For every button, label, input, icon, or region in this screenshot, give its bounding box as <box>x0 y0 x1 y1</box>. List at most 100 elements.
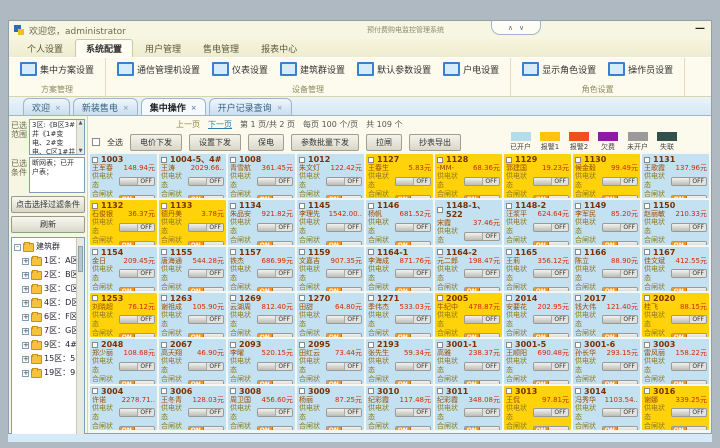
tree-item[interactable]: + 19区：9#变电站（ <box>14 366 84 380</box>
menu-item[interactable]: 个人设置 <box>27 45 64 55</box>
ribbon-button[interactable]: 通信管理机设置 <box>114 61 203 77</box>
document-tab[interactable]: 欢迎 × <box>23 98 70 115</box>
supply-toggle[interactable]: OFF <box>394 408 431 418</box>
close-icon[interactable]: × <box>276 103 283 112</box>
tree-item[interactable]: + 3区：C区2#井（1# <box>14 282 84 296</box>
supply-toggle[interactable]: OFF <box>187 176 224 186</box>
listbox-scrollbar[interactable]: ▲ ▼ <box>76 120 84 154</box>
supply-toggle[interactable]: OFF <box>118 222 155 232</box>
next-page-link[interactable]: 下一页 <box>208 119 232 129</box>
supply-toggle[interactable]: OFF <box>118 408 155 418</box>
close-toggle[interactable]: ON <box>256 240 293 245</box>
close-toggle[interactable]: ON <box>325 287 362 291</box>
select-all-checkbox[interactable] <box>92 138 100 146</box>
close-toggle[interactable]: ON <box>325 333 362 338</box>
supply-toggle[interactable]: OFF <box>325 222 362 232</box>
close-toggle[interactable]: ON <box>187 333 224 338</box>
close-toggle[interactable]: ON <box>118 426 155 430</box>
supply-toggle[interactable]: OFF <box>325 269 362 279</box>
expander-icon[interactable]: + <box>22 312 29 321</box>
toolbar-button[interactable]: 参数批量下发 <box>291 133 359 151</box>
toolbar-button[interactable]: 抄表导出 <box>409 133 461 151</box>
card-checkbox[interactable] <box>92 202 98 209</box>
supply-toggle[interactable]: OFF <box>187 269 224 279</box>
chevron-down-icon[interactable]: ∨ <box>519 23 525 32</box>
card-checkbox[interactable] <box>506 341 512 348</box>
supply-toggle[interactable]: OFF <box>187 315 224 325</box>
close-toggle[interactable]: ON <box>187 426 224 430</box>
card-checkbox[interactable] <box>299 249 305 256</box>
card-checkbox[interactable] <box>575 341 581 348</box>
card-checkbox[interactable] <box>161 202 167 209</box>
supply-toggle[interactable]: OFF <box>532 361 569 371</box>
expander-icon[interactable]: + <box>22 298 29 307</box>
close-toggle[interactable]: ON <box>463 426 500 430</box>
card-checkbox[interactable] <box>368 388 374 395</box>
menu-item[interactable]: 系统配置 <box>75 39 134 57</box>
close-toggle[interactable]: ON <box>670 426 707 430</box>
supply-toggle[interactable]: OFF <box>601 176 638 186</box>
supply-toggle[interactable]: OFF <box>394 176 431 186</box>
close-toggle[interactable]: ON <box>601 333 638 338</box>
expander-icon[interactable]: + <box>22 368 29 377</box>
supply-toggle[interactable]: OFF <box>670 315 707 325</box>
card-checkbox[interactable] <box>437 295 443 302</box>
supply-toggle[interactable]: OFF <box>118 315 155 325</box>
card-checkbox[interactable] <box>644 341 650 348</box>
supply-toggle[interactable]: OFF <box>463 176 500 186</box>
card-checkbox[interactable] <box>368 341 374 348</box>
ribbon-button[interactable]: 仪表设置 <box>209 61 271 77</box>
card-checkbox[interactable] <box>644 388 650 395</box>
arrow-up-icon[interactable]: ▲ <box>78 120 83 126</box>
card-checkbox[interactable] <box>92 388 98 395</box>
card-checkbox[interactable] <box>92 156 98 163</box>
card-checkbox[interactable] <box>437 388 443 395</box>
supply-toggle[interactable]: OFF <box>325 176 362 186</box>
card-checkbox[interactable] <box>299 202 305 209</box>
close-toggle[interactable]: ON <box>187 194 224 199</box>
tree-item[interactable]: + 1区：A区1#井 <box>14 254 84 268</box>
supply-toggle[interactable]: OFF <box>670 269 707 279</box>
card-checkbox[interactable] <box>368 202 374 209</box>
close-toggle[interactable]: ON <box>601 426 638 430</box>
supply-toggle[interactable]: OFF <box>463 269 500 279</box>
card-checkbox[interactable] <box>437 249 443 256</box>
close-toggle[interactable]: ON <box>118 379 155 384</box>
card-checkbox[interactable] <box>575 202 581 209</box>
ribbon-collapse-handle[interactable]: ∧ ∨ <box>491 21 541 35</box>
supply-toggle[interactable]: OFF <box>118 176 155 186</box>
card-checkbox[interactable] <box>230 249 236 256</box>
toolbar-button[interactable]: 设置下发 <box>189 133 241 151</box>
close-toggle[interactable]: ON <box>394 194 431 199</box>
supply-toggle[interactable]: OFF <box>670 361 707 371</box>
close-toggle[interactable]: ON <box>256 287 293 291</box>
close-toggle[interactable]: ON <box>601 287 638 291</box>
filter-select-button[interactable]: 点击选择过滤条件 <box>11 196 85 213</box>
card-checkbox[interactable] <box>437 156 443 163</box>
close-toggle[interactable]: ON <box>670 379 707 384</box>
document-tab[interactable]: 新装售电 × <box>72 98 138 115</box>
card-checkbox[interactable] <box>506 295 512 302</box>
card-checkbox[interactable] <box>506 249 512 256</box>
card-checkbox[interactable] <box>575 388 581 395</box>
supply-toggle[interactable]: OFF <box>256 176 293 186</box>
close-toggle[interactable]: ON <box>532 240 569 245</box>
card-checkbox[interactable] <box>437 207 443 214</box>
toolbar-button[interactable]: 电价下发 <box>130 133 182 151</box>
card-checkbox[interactable] <box>575 249 581 256</box>
supply-toggle[interactable]: OFF <box>394 361 431 371</box>
tree-item[interactable]: + 4区：D区1#井（D区 <box>14 296 84 310</box>
card-checkbox[interactable] <box>92 249 98 256</box>
supply-toggle[interactable]: OFF <box>463 315 500 325</box>
close-toggle[interactable]: ON <box>601 379 638 384</box>
close-toggle[interactable]: ON <box>670 287 707 291</box>
close-toggle[interactable]: ON <box>118 194 155 199</box>
close-toggle[interactable]: ON <box>394 379 431 384</box>
close-toggle[interactable]: ON <box>601 240 638 245</box>
menu-item[interactable]: 报表中心 <box>261 45 298 55</box>
close-toggle[interactable]: ON <box>394 426 431 430</box>
tree-item[interactable]: - 建筑群 <box>14 240 76 254</box>
pin-icon[interactable]: ∧ <box>507 23 513 32</box>
close-toggle[interactable]: ON <box>256 333 293 338</box>
supply-toggle[interactable]: OFF <box>394 222 431 232</box>
